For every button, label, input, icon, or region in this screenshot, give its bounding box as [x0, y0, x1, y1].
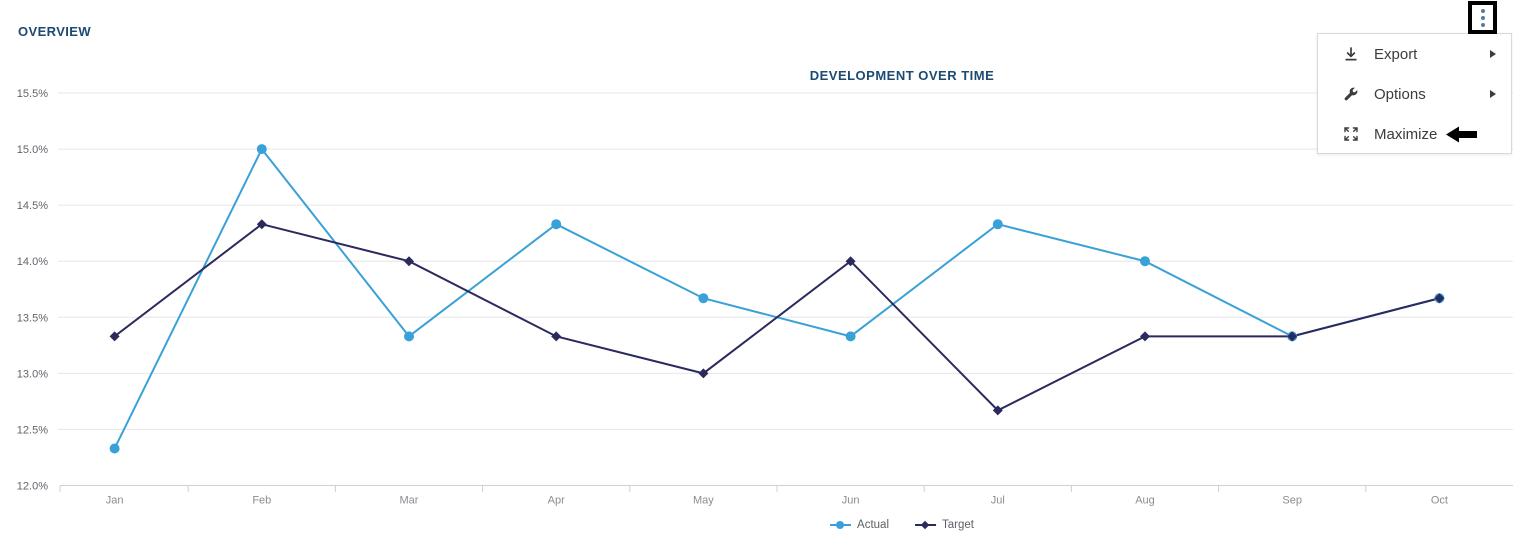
page-title: OVERVIEW [18, 24, 92, 39]
svg-text:Jan: Jan [106, 495, 124, 507]
svg-text:12.5%: 12.5% [17, 424, 48, 436]
actual-series-marker-icon [830, 520, 852, 530]
download-icon [1343, 46, 1358, 62]
menu-item-export[interactable]: Export [1318, 34, 1511, 74]
chart-legend: Actual Target [830, 519, 974, 531]
svg-text:May: May [693, 495, 714, 507]
annotation-arrow-icon [1446, 126, 1478, 143]
legend-label-target: Target [942, 519, 974, 531]
menu-item-label: Maximize [1374, 125, 1438, 143]
svg-text:Apr: Apr [548, 495, 565, 507]
wrench-icon [1343, 87, 1358, 102]
kebab-dot [1480, 15, 1485, 20]
menu-item-label: Export [1374, 45, 1418, 63]
annotation-highlight-box [1468, 1, 1497, 34]
context-menu-button[interactable] [1472, 5, 1493, 30]
svg-text:Sep: Sep [1282, 495, 1302, 507]
menu-item-label: Options [1374, 85, 1426, 103]
context-menu: Export Options Maximize [1317, 33, 1512, 154]
svg-text:13.0%: 13.0% [17, 368, 48, 380]
svg-text:14.0%: 14.0% [17, 256, 48, 268]
maximize-icon [1343, 127, 1358, 142]
svg-text:Jul: Jul [991, 495, 1005, 507]
menu-item-maximize[interactable]: Maximize [1318, 114, 1511, 154]
svg-text:Oct: Oct [1431, 495, 1448, 507]
target-series-marker-icon [915, 520, 936, 530]
svg-text:14.5%: 14.5% [17, 200, 48, 212]
menu-item-options[interactable]: Options [1318, 74, 1511, 114]
svg-text:Jun: Jun [842, 495, 860, 507]
svg-text:15.5%: 15.5% [17, 88, 48, 100]
chart-title: DEVELOPMENT OVER TIME [809, 68, 995, 83]
legend-item-target[interactable]: Target [915, 519, 974, 531]
svg-text:13.5%: 13.5% [17, 312, 48, 324]
legend-label-actual: Actual [857, 519, 889, 531]
kebab-dot [1480, 22, 1485, 27]
submenu-chevron-icon [1490, 90, 1496, 98]
svg-text:Feb: Feb [252, 495, 271, 507]
svg-text:12.0%: 12.0% [17, 481, 48, 493]
svg-text:Aug: Aug [1135, 495, 1155, 507]
submenu-chevron-icon [1490, 50, 1496, 58]
svg-text:Mar: Mar [400, 495, 419, 507]
legend-item-actual[interactable]: Actual [830, 519, 889, 531]
kebab-dot [1480, 8, 1485, 13]
svg-text:15.0%: 15.0% [17, 144, 48, 156]
